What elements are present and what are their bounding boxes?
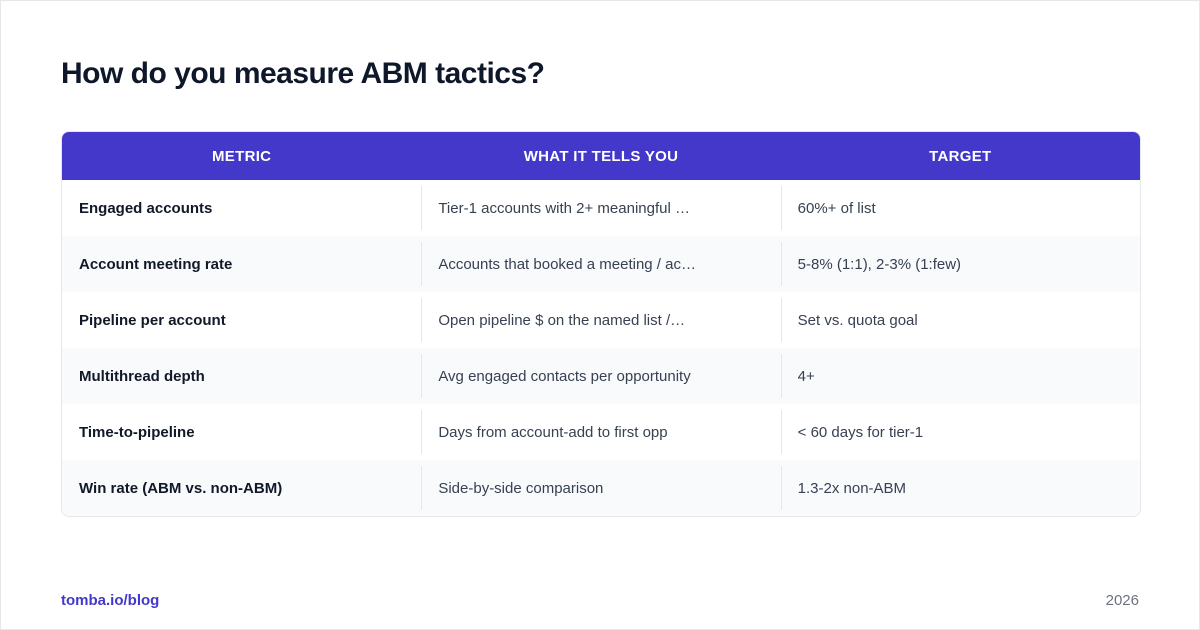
metric-text: Time-to-pipeline bbox=[79, 423, 195, 441]
table-row: Account meeting rate Accounts that booke… bbox=[62, 236, 1140, 292]
meaning-cell: Tier-1 accounts with 2+ meaningful … bbox=[421, 180, 780, 236]
target-cell: Set vs. quota goal bbox=[780, 292, 1140, 348]
footer-year: 2026 bbox=[1105, 592, 1139, 609]
metrics-table: METRIC WHAT IT TELLS YOU TARGET Engaged … bbox=[61, 131, 1141, 517]
metric-text: Pipeline per account bbox=[79, 311, 226, 329]
meaning-text: Accounts that booked a meeting / ac… bbox=[438, 255, 696, 273]
table-row: Multithread depth Avg engaged contacts p… bbox=[62, 348, 1140, 404]
meaning-text: Side-by-side comparison bbox=[438, 479, 604, 497]
meaning-cell: Avg engaged contacts per opportunity bbox=[421, 348, 780, 404]
metric-cell: Engaged accounts bbox=[62, 180, 421, 236]
target-cell: < 60 days for tier-1 bbox=[780, 404, 1140, 460]
target-text: < 60 days for tier-1 bbox=[797, 423, 924, 441]
column-header-what-it-tells-you: WHAT IT TELLS YOU bbox=[523, 147, 679, 165]
meaning-text: Tier-1 accounts with 2+ meaningful … bbox=[438, 199, 690, 217]
meaning-text: Days from account-add to first opp bbox=[438, 423, 668, 441]
target-text: 4+ bbox=[797, 367, 815, 385]
meaning-cell: Accounts that booked a meeting / ac… bbox=[421, 236, 780, 292]
column-header-target: TARGET bbox=[929, 147, 992, 165]
metric-cell: Win rate (ABM vs. non-ABM) bbox=[62, 460, 421, 516]
metric-cell: Time-to-pipeline bbox=[62, 404, 421, 460]
meaning-text: Avg engaged contacts per opportunity bbox=[438, 367, 691, 385]
meaning-cell: Open pipeline $ on the named list /… bbox=[421, 292, 780, 348]
blog-link[interactable]: tomba.io/blog bbox=[61, 592, 160, 609]
target-cell: 60%+ of list bbox=[780, 180, 1140, 236]
metric-text: Engaged accounts bbox=[79, 199, 213, 217]
column-header-metric: METRIC bbox=[212, 147, 272, 165]
meaning-text: Open pipeline $ on the named list /… bbox=[438, 311, 686, 329]
table-body: Engaged accounts Tier-1 accounts with 2+… bbox=[62, 180, 1140, 516]
target-cell: 1.3-2x non-ABM bbox=[780, 460, 1140, 516]
table-row: Engaged accounts Tier-1 accounts with 2+… bbox=[62, 180, 1140, 236]
meaning-cell: Side-by-side comparison bbox=[421, 460, 780, 516]
metric-text: Win rate (ABM vs. non-ABM) bbox=[79, 479, 283, 497]
table-row: Time-to-pipeline Days from account-add t… bbox=[62, 404, 1140, 460]
metric-text: Account meeting rate bbox=[79, 255, 233, 273]
metric-text: Multithread depth bbox=[79, 367, 205, 385]
table-row: Pipeline per account Open pipeline $ on … bbox=[62, 292, 1140, 348]
metric-cell: Multithread depth bbox=[62, 348, 421, 404]
table-row: Win rate (ABM vs. non-ABM) Side-by-side … bbox=[62, 460, 1140, 516]
meaning-cell: Days from account-add to first opp bbox=[421, 404, 780, 460]
target-cell: 5-8% (1:1), 2-3% (1:few) bbox=[780, 236, 1140, 292]
metric-cell: Account meeting rate bbox=[62, 236, 421, 292]
target-text: 1.3-2x non-ABM bbox=[797, 479, 907, 497]
page-title: How do you measure ABM tactics? bbox=[61, 57, 545, 90]
target-text: Set vs. quota goal bbox=[797, 311, 918, 329]
target-cell: 4+ bbox=[780, 348, 1140, 404]
target-text: 5-8% (1:1), 2-3% (1:few) bbox=[797, 255, 962, 273]
table-header: METRIC WHAT IT TELLS YOU TARGET bbox=[62, 132, 1140, 180]
metric-cell: Pipeline per account bbox=[62, 292, 421, 348]
target-text: 60%+ of list bbox=[797, 199, 876, 217]
